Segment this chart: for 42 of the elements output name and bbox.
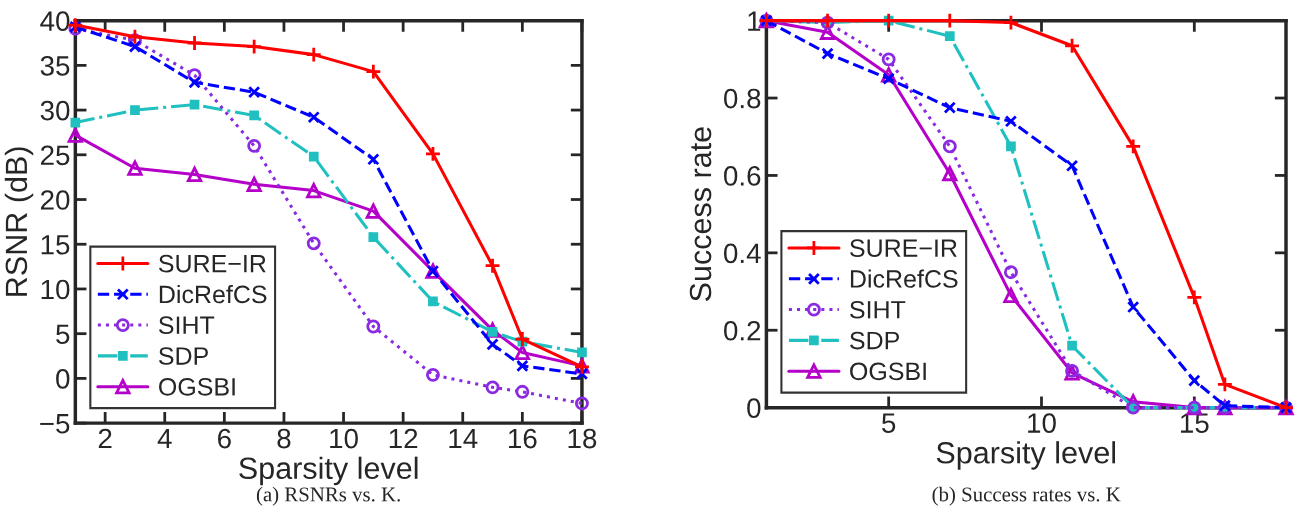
x-tick-label: 4 xyxy=(157,429,172,449)
legend-label: DicRefCS xyxy=(159,284,267,304)
legend-label: SIHT xyxy=(850,300,906,319)
x-tick-label: 2 xyxy=(98,428,112,449)
y-tick-label: 25 xyxy=(40,145,70,166)
y-tick-label: 0 xyxy=(56,369,70,389)
y-tick-label: 15 xyxy=(41,235,70,255)
y-tick-label: −5 xyxy=(40,414,70,434)
y-tick-label: 35 xyxy=(40,56,70,76)
legend-label: SDP xyxy=(158,347,208,365)
y-tick-label: 0 xyxy=(747,398,761,418)
legend-label: SURE−IR xyxy=(158,254,266,273)
y-tick-label: 40 xyxy=(40,11,70,31)
y-tick-label: 0.6 xyxy=(724,166,761,186)
legend-label: DicRefCS xyxy=(850,269,958,288)
y-tick-label: 5 xyxy=(56,324,70,345)
y-tick-label: 20 xyxy=(40,190,70,210)
y-axis-title: Success rate xyxy=(689,127,712,302)
text: (b) Success rates vs. K xyxy=(932,486,1121,506)
legend-label: SURE−IR xyxy=(850,239,957,257)
y-tick-label: 0.8 xyxy=(724,88,761,109)
legend-label: OGSBI xyxy=(159,377,235,396)
x-axis-title: Sparsity level xyxy=(239,456,418,486)
y-tick-label: 10 xyxy=(41,279,70,300)
x-tick-label: 8 xyxy=(277,428,291,449)
x-tick-label: 18 xyxy=(568,428,597,449)
text: (a) RSNRs vs. K. xyxy=(256,486,400,506)
legend-label: OGSBI xyxy=(850,362,926,381)
legend-label: SDP xyxy=(850,331,899,350)
y-tick-label: 30 xyxy=(40,100,70,121)
y-tick-label: 0.2 xyxy=(724,320,761,341)
x-tick-label: 10 xyxy=(330,428,358,449)
x-axis-title: Sparsity level xyxy=(936,441,1116,470)
x-tick-label: 14 xyxy=(449,429,478,449)
x-tick-label: 6 xyxy=(218,428,231,449)
x-tick-label: 10 xyxy=(1028,413,1056,433)
x-tick-label: 12 xyxy=(389,428,418,449)
y-axis-title: RSNR (dB) xyxy=(4,147,34,296)
x-tick-label: 16 xyxy=(509,428,537,449)
x-tick-label: 5 xyxy=(882,413,896,433)
legend-label: SIHT xyxy=(158,316,215,335)
y-tick-label: 0.4 xyxy=(724,243,761,264)
